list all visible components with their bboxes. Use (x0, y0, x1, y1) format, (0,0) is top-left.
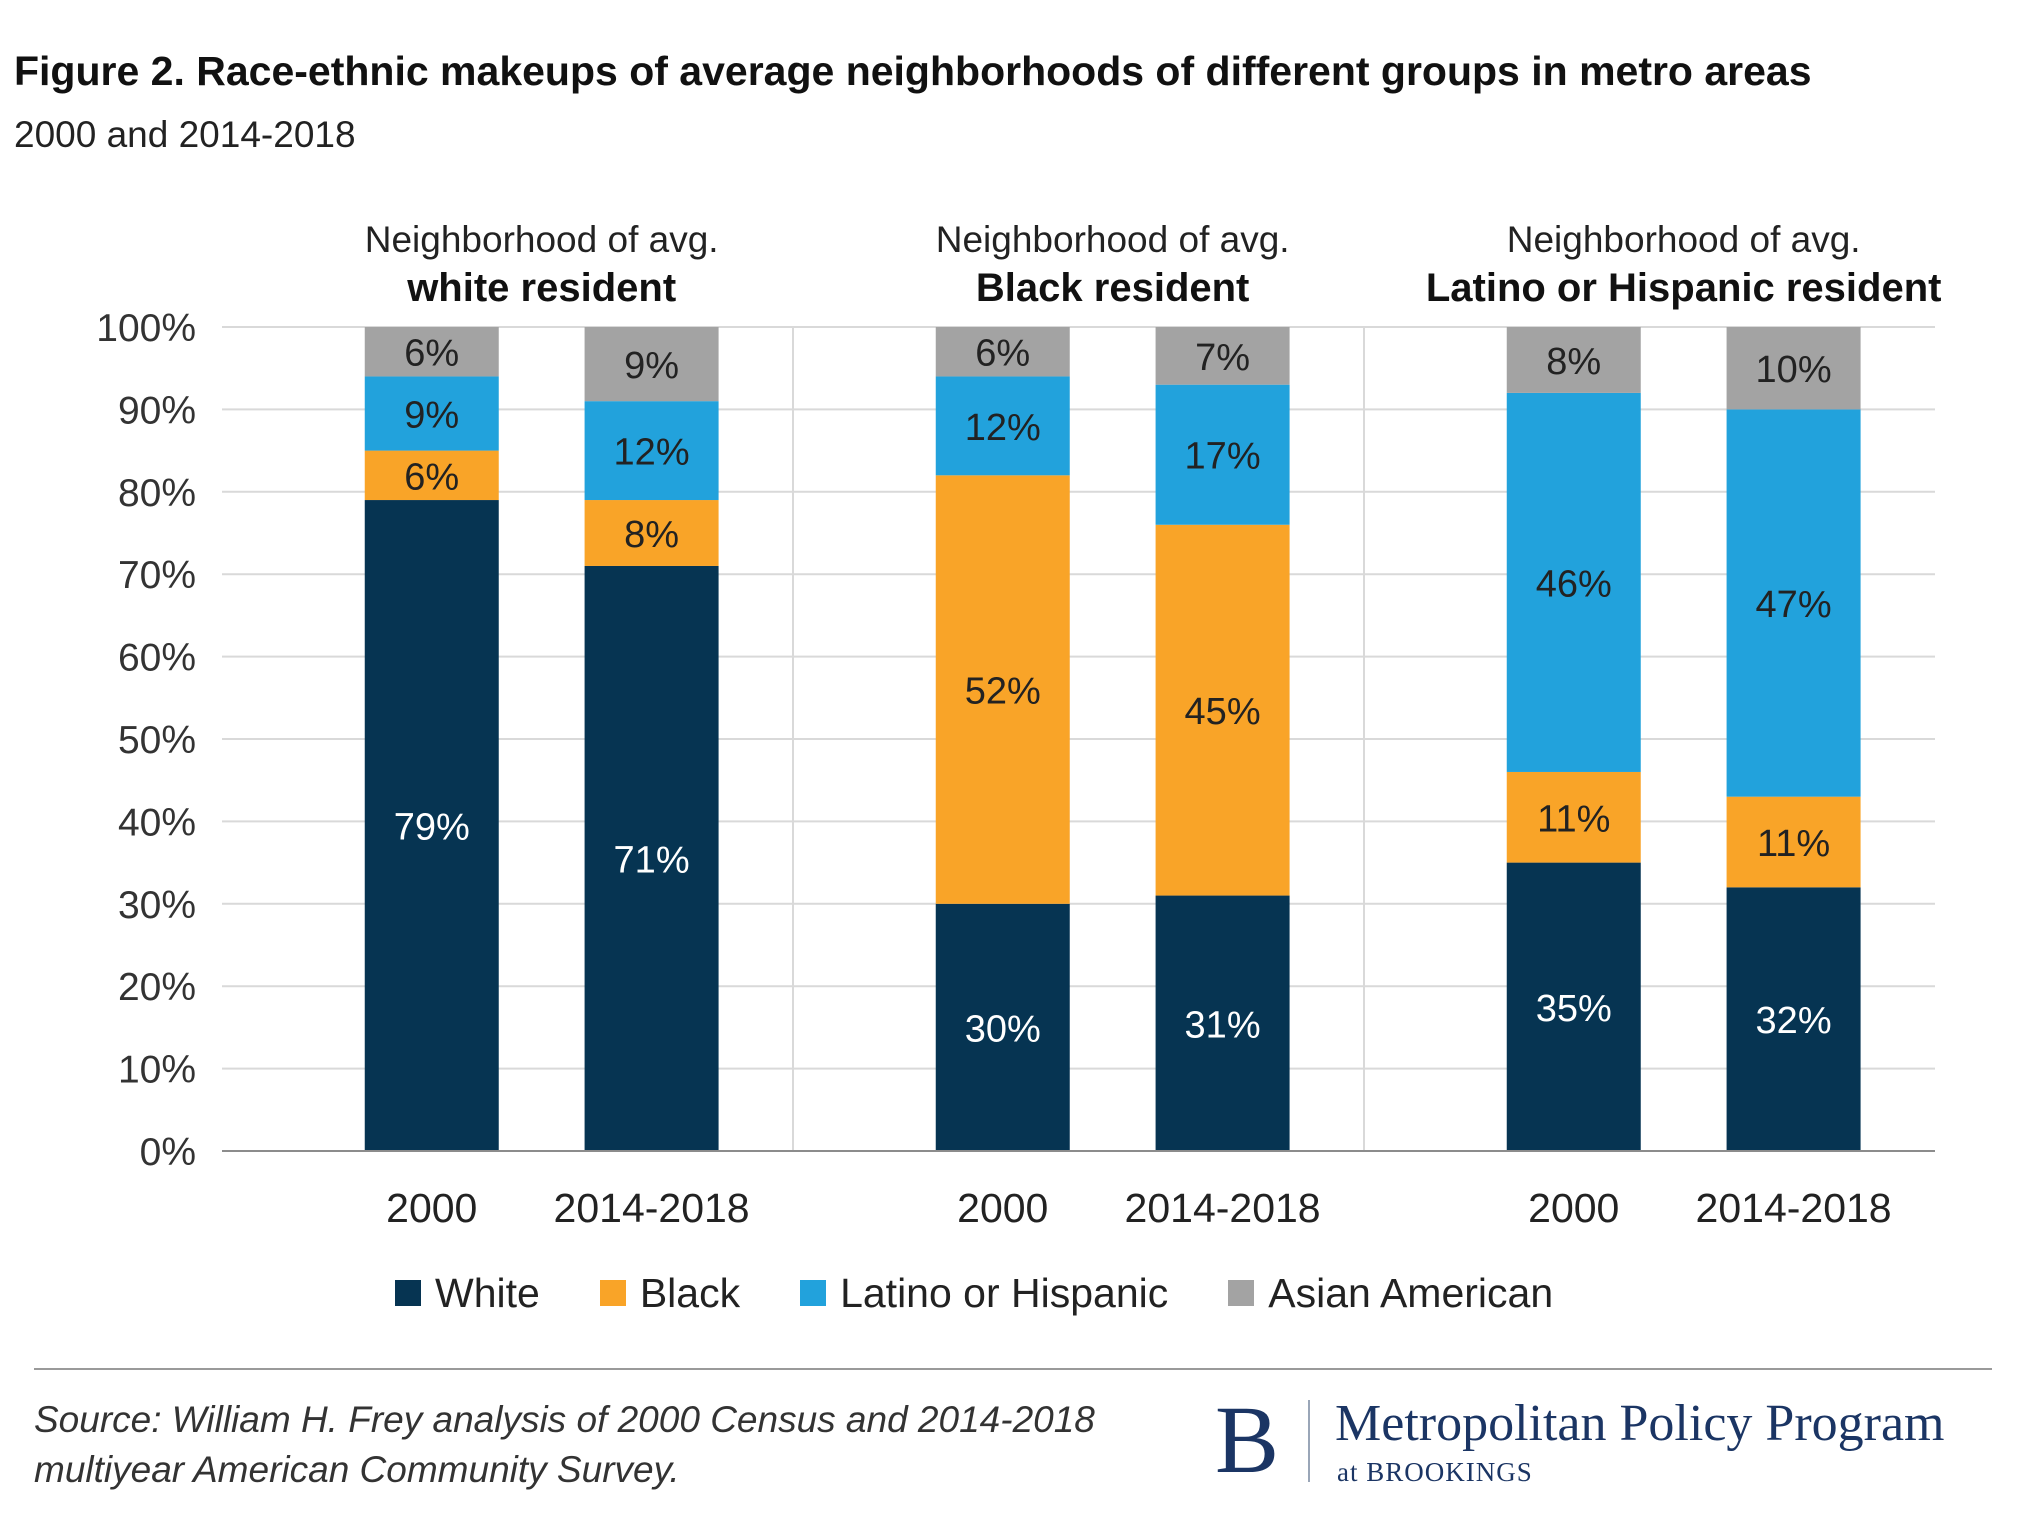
data-label: 71% (614, 839, 690, 881)
y-tick-label: 30% (118, 884, 196, 927)
bar-segment (584, 500, 719, 566)
data-label: 7% (1195, 337, 1250, 379)
chart-subtitle: 2000 and 2014-2018 (14, 114, 356, 155)
x-tick-label: 2000 (386, 1185, 477, 1231)
data-label: 52% (965, 671, 1041, 713)
data-label: 46% (1536, 563, 1612, 605)
bar-segment (1726, 796, 1861, 888)
data-label: 6% (975, 333, 1030, 375)
data-label: 17% (1185, 436, 1261, 478)
panel-title-line1: Neighborhood of avg. (936, 219, 1290, 260)
y-tick-label: 50% (118, 719, 196, 762)
source-note: Source: William H. Frey analysis of 2000… (34, 1399, 1095, 1490)
data-label: 6% (404, 456, 459, 498)
data-label: 45% (1185, 691, 1261, 733)
y-tick-label: 60% (118, 637, 196, 680)
bar-segment (364, 500, 499, 1151)
bar-segment (1155, 524, 1290, 896)
panel-title-line1: Neighborhood of avg. (1507, 219, 1861, 260)
data-label: 12% (965, 407, 1041, 449)
panel-title-line2: Latino or Hispanic resident (1426, 266, 1942, 310)
legend-label-black: Black (639, 1269, 741, 1316)
data-label: 11% (1537, 798, 1610, 840)
y-tick-label: 80% (118, 472, 196, 515)
data-label: 30% (965, 1008, 1041, 1050)
bar-segment (584, 401, 719, 501)
bar-segment (364, 450, 499, 501)
legend-label-latino: Latino or Hispanic (840, 1269, 1169, 1316)
bar-segment (1506, 862, 1641, 1151)
y-tick-label: 40% (118, 801, 196, 844)
bar-segment (1155, 327, 1290, 385)
bar-segment (935, 475, 1070, 904)
y-tick-label: 20% (118, 966, 196, 1009)
footer-divider (34, 1368, 1992, 1370)
panel-title-line2: white resident (406, 266, 676, 310)
legend-swatch-white (395, 1280, 421, 1306)
program-name: Metropolitan Policy Program (1335, 1395, 1945, 1452)
panel-title-line1: Neighborhood of avg. (365, 219, 719, 260)
chart-title: Figure 2. Race-ethnic makeups of average… (14, 48, 1812, 94)
data-label: 11% (1757, 823, 1830, 865)
stacked-bar-chart: 0% 10% 20% 30% 40% 50% 60% 70% 80% 90% 100% Neighbo… (96, 219, 1942, 1231)
x-tick-label: 2014-2018 (554, 1185, 750, 1231)
data-label: 31% (1185, 1004, 1261, 1046)
bar-segment (364, 327, 499, 377)
y-tick-label: 90% (118, 389, 196, 432)
bar-segment (935, 903, 1070, 1151)
bar-segment (584, 565, 719, 1151)
bar-segment (1726, 887, 1861, 1151)
data-label: 12% (614, 432, 690, 474)
legend: White Black Latino or Hispanic Asian Ame… (395, 1268, 1613, 1318)
bar-segment (1155, 895, 1290, 1151)
bar-segment (364, 376, 499, 451)
legend-swatch-latino (800, 1280, 827, 1306)
bar-segment (1506, 392, 1641, 772)
data-label: 35% (1536, 988, 1612, 1030)
legend-item-asian: Asian American (1228, 1270, 1553, 1317)
legend-label-white: White (435, 1269, 540, 1316)
data-label: 8% (1546, 341, 1601, 383)
legend-item-black: Black (599, 1269, 741, 1317)
data-label: 79% (394, 807, 470, 849)
data-label: 9% (624, 345, 679, 387)
legend-item-white: White (395, 1270, 540, 1317)
data-label: 10% (1756, 349, 1832, 391)
bar-segment (1726, 409, 1861, 797)
bar-segment (935, 327, 1070, 377)
data-label: 32% (1756, 1000, 1832, 1042)
data-label: 8% (624, 514, 679, 556)
legend-swatch-asian (1228, 1280, 1255, 1306)
y-tick-label: 10% (118, 1049, 196, 1092)
panel-title-line2: Black resident (976, 266, 1249, 310)
legend-label-asian: Asian American (1268, 1269, 1554, 1316)
bar-segment (1155, 384, 1290, 525)
data-label: 47% (1756, 584, 1832, 626)
logo-divider (1308, 1400, 1310, 1482)
x-tick-label: 2014-2018 (1696, 1185, 1892, 1231)
x-tick-label: 2000 (1528, 1185, 1619, 1231)
bar-segment (1506, 327, 1641, 393)
program-subtitle: at BROOKINGS (1337, 1457, 1533, 1487)
y-tick-label: 0% (140, 1131, 196, 1174)
bar-segment (1726, 327, 1861, 410)
data-label: 6% (404, 333, 459, 375)
legend-swatch-black (599, 1280, 626, 1306)
bar-segment (935, 376, 1070, 476)
data-label: 9% (404, 395, 459, 437)
x-tick-label: 2000 (957, 1185, 1048, 1231)
legend-item-latino: Latino or Hispanic (800, 1270, 1168, 1317)
bar-segment (1506, 771, 1641, 863)
y-tick-label: 100% (96, 307, 196, 350)
bar-segment (584, 327, 719, 402)
brookings-logo-letter: B (1215, 1386, 1280, 1493)
y-tick-label: 70% (118, 554, 196, 597)
x-tick-label: 2014-2018 (1125, 1185, 1321, 1231)
